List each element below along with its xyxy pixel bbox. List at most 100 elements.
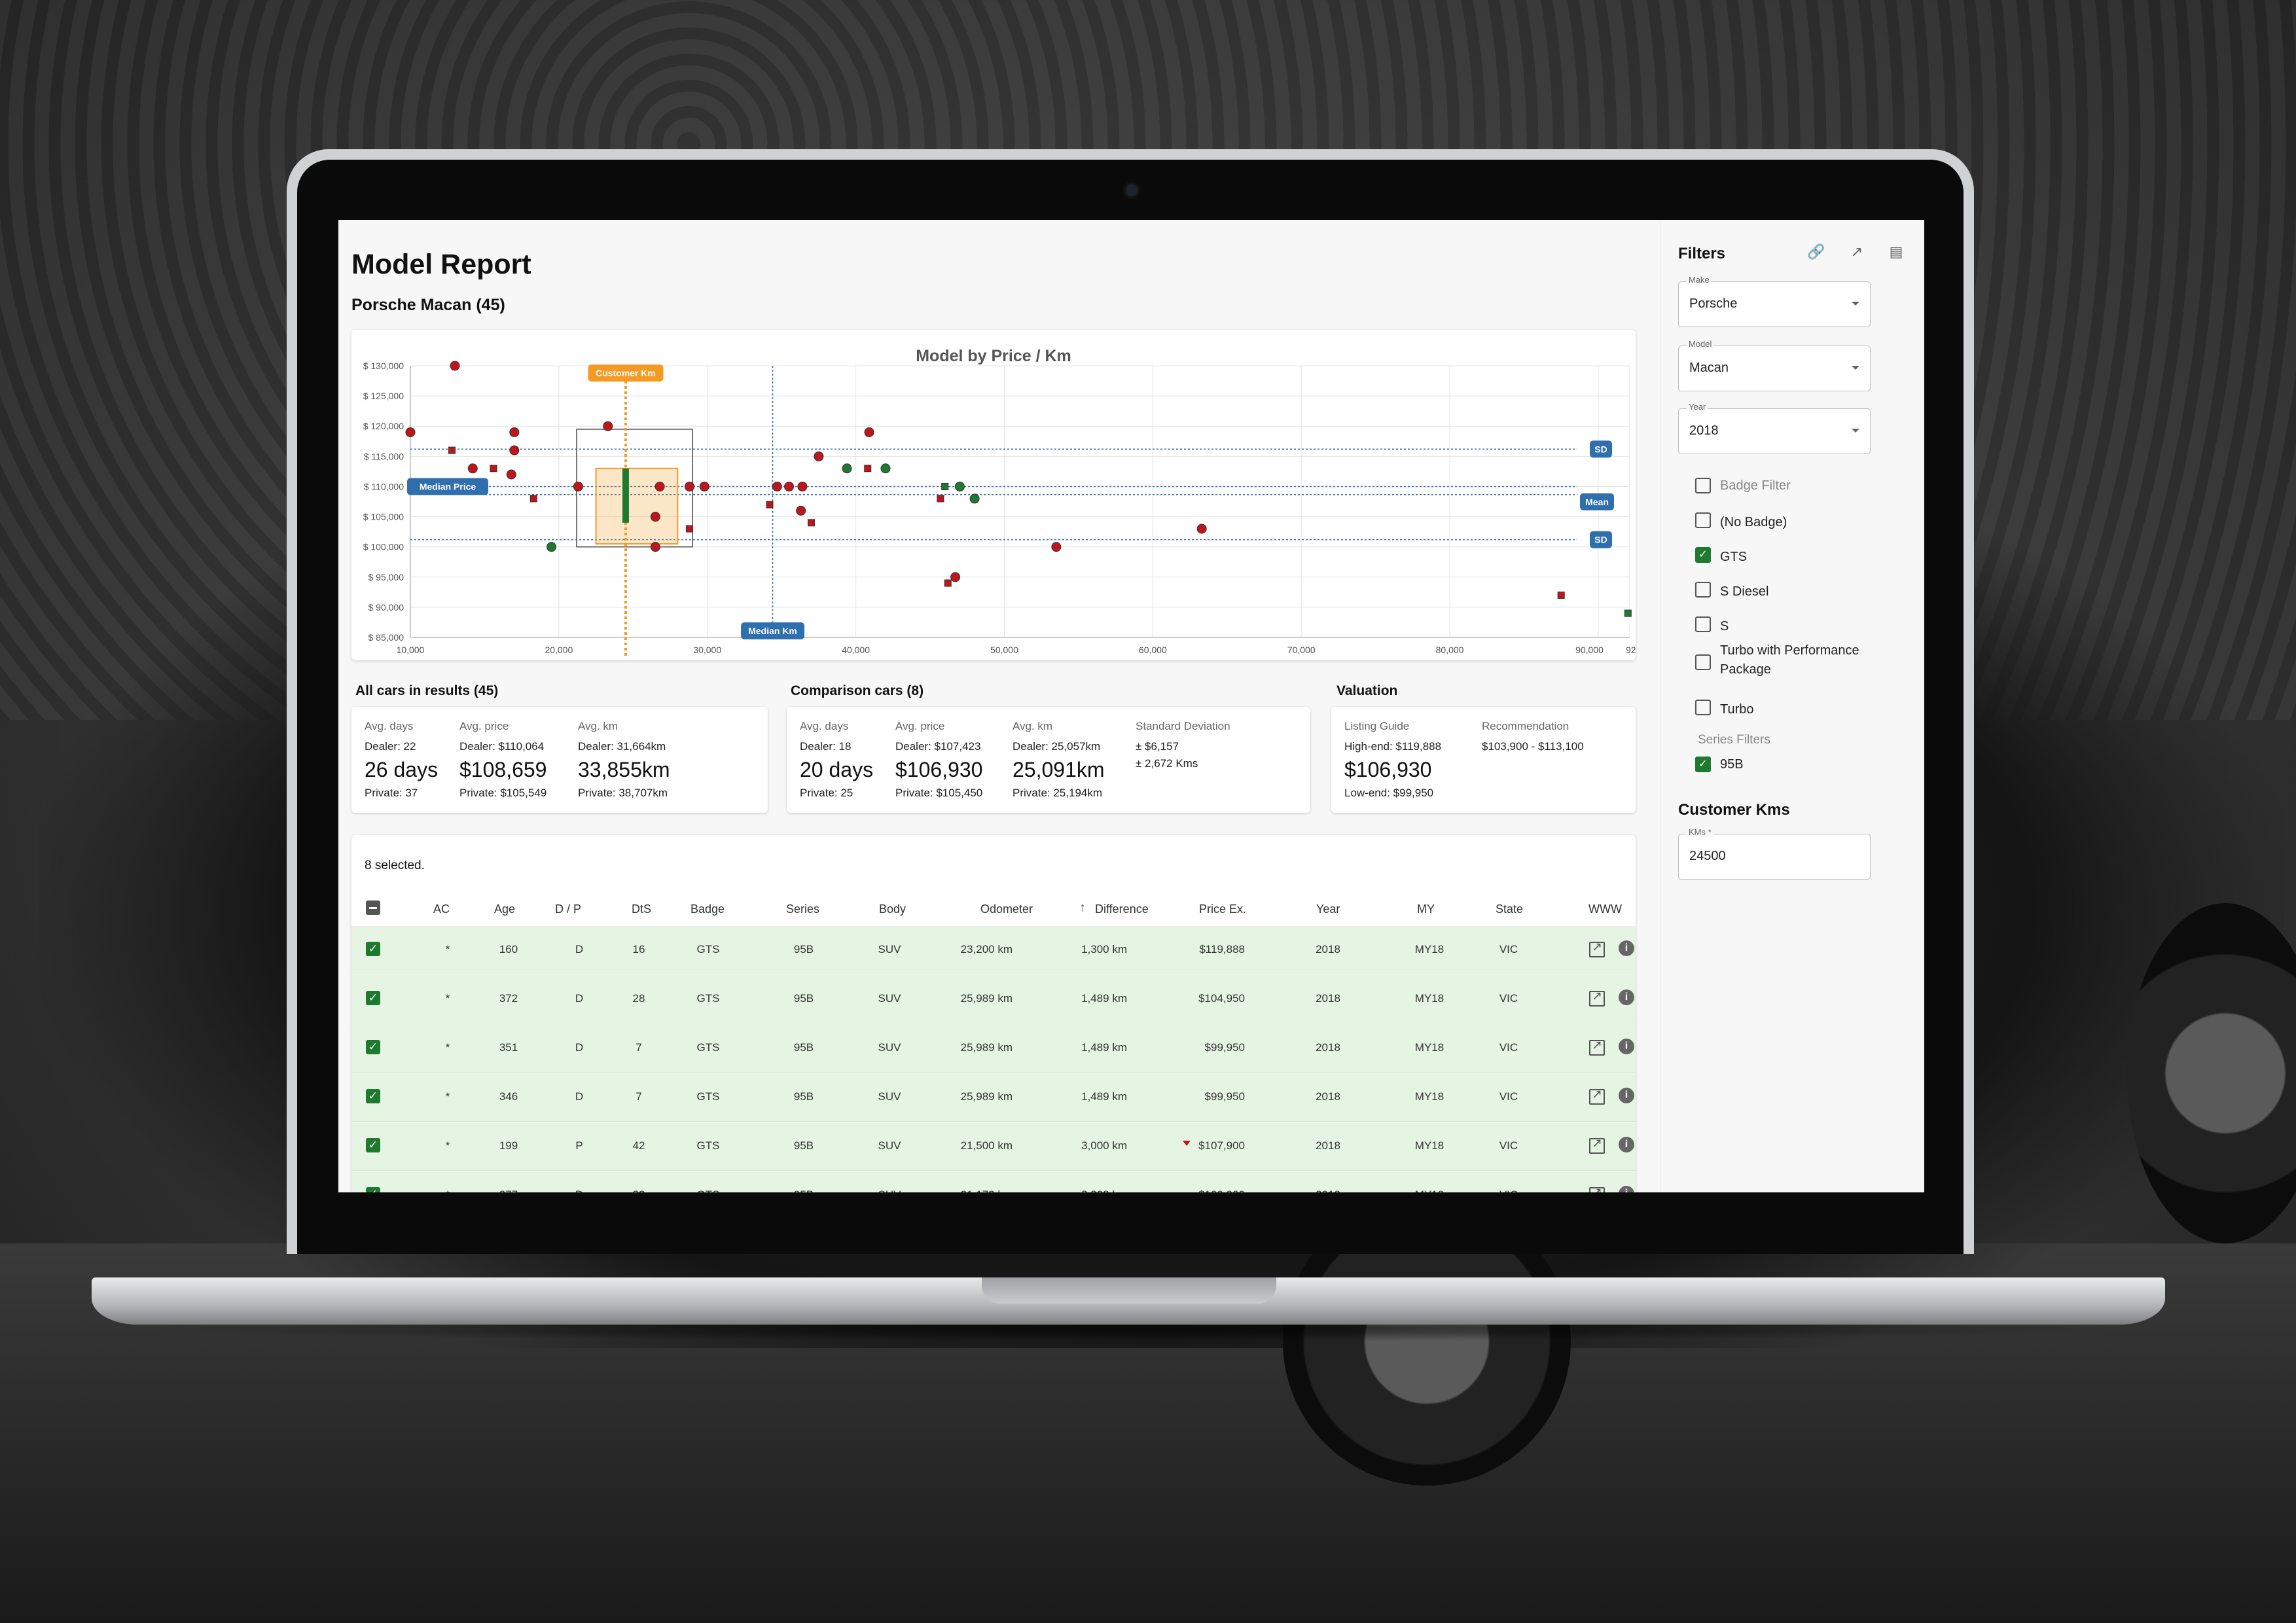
data-point[interactable]	[864, 427, 874, 437]
col-header-dp[interactable]: D / P	[555, 902, 582, 916]
x-tick-label: 20,000	[545, 645, 573, 655]
badge-checkbox[interactable]	[1695, 582, 1711, 597]
data-point[interactable]	[808, 519, 816, 527]
table-cell: 95B	[793, 1041, 814, 1054]
data-point[interactable]	[1196, 524, 1207, 534]
col-header-difference[interactable]: Difference	[1095, 902, 1149, 916]
info-icon[interactable]: i	[1619, 940, 1634, 956]
data-point[interactable]	[954, 481, 965, 491]
col-header-state[interactable]: State	[1496, 902, 1524, 916]
table-row[interactable]: ✓ * 377 D 33 GTS 95B SUV 21,172 km 3,328 km $109,9…	[351, 1171, 1636, 1192]
info-icon[interactable]: i	[1619, 1186, 1634, 1192]
data-point[interactable]	[1557, 591, 1565, 599]
data-point[interactable]	[509, 427, 520, 437]
data-point[interactable]	[448, 446, 456, 454]
data-point[interactable]	[1051, 542, 1062, 552]
year-select[interactable]: Year 2018	[1678, 402, 1871, 454]
open-listing-icon[interactable]	[1589, 989, 1605, 1007]
data-point[interactable]	[699, 481, 709, 491]
open-listing-icon[interactable]	[1589, 940, 1605, 957]
kms-input[interactable]: KMs * 24500	[1678, 827, 1871, 880]
data-point[interactable]	[950, 572, 961, 582]
data-point[interactable]	[880, 463, 891, 474]
data-point[interactable]	[450, 361, 460, 371]
data-point[interactable]	[509, 445, 520, 455]
col-header-www[interactable]: WWW	[1588, 902, 1622, 916]
select-all-checkbox[interactable]	[366, 901, 380, 915]
badge-checkbox[interactable]	[1695, 512, 1711, 528]
data-point[interactable]	[490, 465, 497, 473]
data-point[interactable]	[766, 501, 774, 508]
model-select[interactable]: Model Macan	[1678, 339, 1871, 391]
badge-checkbox[interactable]	[1695, 654, 1711, 670]
data-point[interactable]	[655, 481, 665, 491]
data-point[interactable]	[969, 493, 980, 504]
badge-filter-checkbox[interactable]	[1695, 478, 1711, 493]
data-point[interactable]	[603, 421, 613, 431]
table-row[interactable]: ✓ * 372 D 28 GTS 95B SUV 25,989 km 1,489 km $104,9…	[351, 975, 1636, 1024]
data-point[interactable]	[405, 427, 416, 437]
col-header-series[interactable]: Series	[786, 902, 820, 916]
data-point[interactable]	[506, 469, 516, 480]
data-point[interactable]	[650, 512, 660, 522]
data-point[interactable]	[814, 451, 824, 461]
open-listing-icon[interactable]	[1589, 1136, 1605, 1154]
open-external-icon[interactable]: ↗	[1850, 243, 1863, 260]
series-95b-checkbox[interactable]: ✓	[1695, 757, 1711, 772]
row-checkbox[interactable]: ✓	[366, 1089, 380, 1103]
col-header-price[interactable]: Price Ex.	[1199, 902, 1247, 916]
col-header-odometer[interactable]: Odometer	[980, 902, 1033, 916]
col-header-dts[interactable]: DtS	[632, 902, 652, 916]
data-point[interactable]	[686, 525, 694, 533]
info-icon[interactable]: i	[1619, 1088, 1634, 1103]
data-point[interactable]	[650, 542, 660, 552]
pdf-icon[interactable]: ▤	[1889, 243, 1903, 260]
data-point[interactable]	[797, 481, 808, 491]
data-point[interactable]	[784, 481, 795, 491]
data-point[interactable]	[937, 495, 944, 503]
open-listing-icon[interactable]	[1589, 1038, 1605, 1056]
data-point[interactable]	[573, 481, 583, 491]
data-point[interactable]	[685, 481, 695, 491]
sort-arrow-up-icon[interactable]: ↑	[1079, 901, 1086, 915]
avg-days-dealer: Dealer: 22	[365, 740, 416, 753]
data-point[interactable]	[944, 579, 952, 587]
info-icon[interactable]: i	[1619, 1137, 1634, 1152]
scatter-chart[interactable]: $ 85,000 $ 90,000 $ 95,000 $ 100,000 $ 105,0…	[351, 330, 1636, 660]
col-header-badge[interactable]: Badge	[691, 902, 725, 916]
col-header-year[interactable]: Year	[1316, 902, 1340, 916]
data-point[interactable]	[772, 481, 782, 491]
data-point[interactable]	[529, 495, 537, 503]
data-point[interactable]	[941, 482, 949, 490]
data-point[interactable]	[1624, 609, 1632, 617]
col-header-ac[interactable]: AC	[433, 902, 450, 916]
info-icon[interactable]: i	[1619, 990, 1634, 1005]
make-value: Porsche	[1689, 296, 1738, 311]
badge-checkbox[interactable]	[1695, 700, 1711, 715]
open-listing-icon[interactable]	[1589, 1087, 1605, 1105]
data-point[interactable]	[864, 465, 872, 473]
row-checkbox[interactable]: ✓	[366, 942, 380, 956]
data-point[interactable]	[796, 505, 806, 516]
link-icon[interactable]: 🔗	[1807, 243, 1825, 260]
badge-checkbox[interactable]: ✓	[1695, 547, 1711, 563]
table-row[interactable]: ✓ * 351 D 7 GTS 95B SUV 25,989 km 1,489 km $99,950…	[351, 1024, 1636, 1073]
table-row[interactable]: ✓ * 199 P 42 GTS 95B SUV 21,500 km 3,000 km $107,9…	[351, 1122, 1636, 1171]
data-point[interactable]	[842, 463, 852, 474]
open-listing-icon[interactable]	[1589, 1185, 1605, 1192]
row-checkbox[interactable]: ✓	[366, 1040, 380, 1054]
table-row[interactable]: ✓ * 160 D 16 GTS 95B SUV 23,200 km 1,300 km $119,8…	[351, 926, 1636, 974]
col-header-my[interactable]: MY	[1417, 902, 1435, 916]
row-checkbox[interactable]: ✓	[366, 1138, 380, 1152]
info-icon[interactable]: i	[1619, 1039, 1634, 1054]
data-point[interactable]	[547, 542, 557, 552]
col-header-body[interactable]: Body	[879, 902, 906, 916]
col-header-age[interactable]: Age	[494, 902, 516, 916]
badge-checkbox[interactable]	[1695, 616, 1711, 632]
make-select[interactable]: Make Porsche	[1678, 275, 1871, 327]
row-checkbox[interactable]: ✓	[366, 991, 380, 1005]
data-point[interactable]	[467, 463, 478, 474]
table-cell: 25,989 km	[960, 1090, 1013, 1103]
row-checkbox[interactable]: ✓	[366, 1187, 380, 1192]
table-row[interactable]: ✓ * 346 D 7 GTS 95B SUV 25,989 km 1,489 km $99,950…	[351, 1073, 1636, 1122]
